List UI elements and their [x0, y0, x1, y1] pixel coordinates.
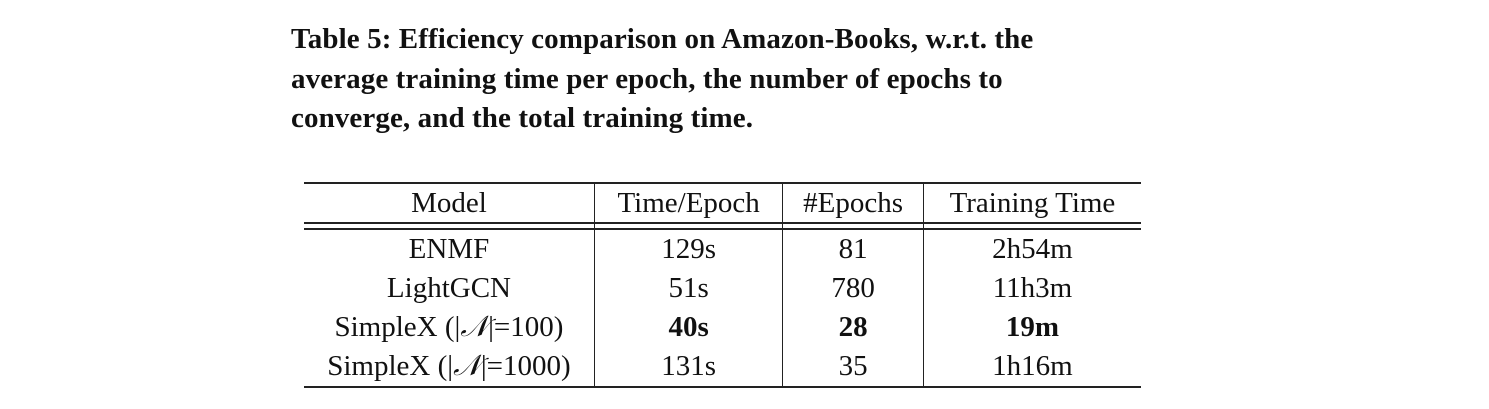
cell-time-epoch: 40s — [593, 308, 783, 348]
cell-training-time: 19m — [922, 308, 1141, 348]
table-row: SimpleX (|𝒩|=100) 40s 28 19m — [304, 308, 1141, 348]
cell-epochs: 780 — [782, 268, 924, 308]
model-prefix: SimpleX (| — [334, 311, 461, 344]
cell-epochs: 28 — [782, 308, 924, 348]
cell-model: SimpleX (|𝒩|=100) — [304, 308, 594, 348]
header-epochs: #Epochs — [782, 182, 924, 223]
model-symbol: 𝒩 — [453, 350, 481, 383]
header-training-time: Training Time — [922, 182, 1141, 223]
header-model: Model — [304, 182, 595, 223]
cell-model: LightGCN — [386, 271, 511, 304]
model-suffix: |=1000) — [480, 350, 571, 383]
header-separator — [304, 222, 1141, 230]
table-caption: Table 5: Efficiency comparison on Amazon… — [291, 20, 1161, 139]
table-row: ENMF 129s 81 2h54m — [304, 229, 1141, 269]
header-row: Model Time/Epoch #Epochs Training Time — [304, 182, 1141, 223]
model-prefix: SimpleX (| — [327, 350, 454, 383]
model-symbol: 𝒩 — [460, 311, 489, 344]
caption-line-1: Table 5: Efficiency comparison on Amazon… — [291, 23, 1034, 55]
cell-model: ENMF — [408, 232, 490, 265]
cell-time-epoch: 129s — [593, 229, 783, 269]
results-table: Model Time/Epoch #Epochs Training Time E… — [304, 182, 1141, 388]
cell-time-epoch: 51s — [593, 268, 783, 308]
cell-epochs: 81 — [782, 229, 924, 269]
caption-line-2: average training time per epoch, the num… — [291, 62, 1003, 95]
cell-model: SimpleX (|𝒩|=1000) — [304, 347, 595, 388]
model-suffix: |=100) — [488, 311, 564, 344]
cell-training-time: 2h54m — [922, 229, 1141, 269]
cell-time-epoch: 131s — [593, 347, 783, 388]
cell-training-time: 11h3m — [922, 268, 1141, 308]
efficiency-table: Model Time/Epoch #Epochs Training Time E… — [304, 182, 1141, 388]
caption-line-3: converge, and the total training time. — [291, 102, 754, 134]
table-row: SimpleX (|𝒩|=1000) 131s 35 1h16m — [304, 347, 1141, 388]
header-time-epoch: Time/Epoch — [593, 182, 783, 223]
table-row: LightGCN 51s 780 11h3m — [304, 268, 1141, 308]
cell-epochs: 35 — [782, 347, 924, 388]
cell-training-time: 1h16m — [922, 347, 1141, 388]
